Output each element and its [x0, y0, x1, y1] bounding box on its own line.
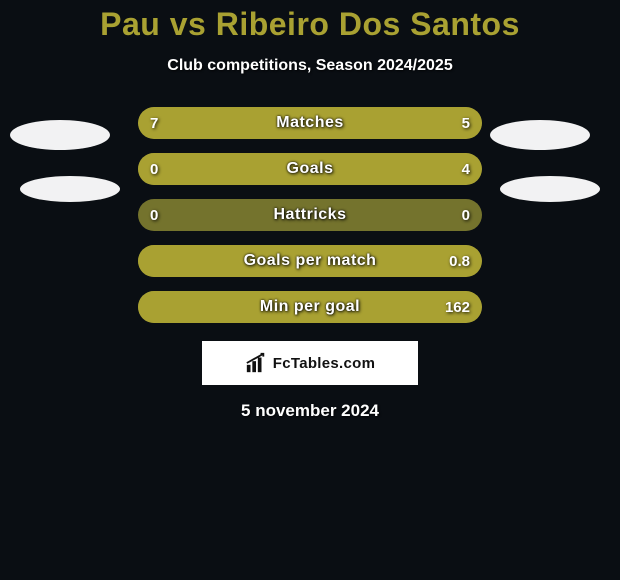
stat-row: Hattricks0 0 — [138, 199, 482, 231]
avatar-placeholder-left-2 — [20, 176, 120, 202]
stat-label: Min per goal — [138, 291, 482, 323]
stat-label: Goals — [138, 153, 482, 185]
stat-value-right: 4 — [462, 153, 470, 185]
stat-row: Min per goal162 — [138, 291, 482, 323]
stat-value-right: 162 — [445, 291, 470, 323]
stat-label: Hattricks — [138, 199, 482, 231]
subtitle: Club competitions, Season 2024/2025 — [0, 57, 620, 75]
stats-area: Matches75Goals04Hattricks00Goals per mat… — [0, 107, 620, 323]
stat-value-left: 0 — [150, 199, 158, 231]
stat-row: Goals per match0.8 — [138, 245, 482, 277]
brand-text: FcTables.com — [273, 355, 376, 372]
page-title: Pau vs Ribeiro Dos Santos — [0, 0, 620, 43]
stat-bars: Matches75Goals04Hattricks00Goals per mat… — [138, 107, 482, 323]
stat-value-left: 0 — [150, 153, 158, 185]
stat-label: Goals per match — [138, 245, 482, 277]
stat-value-right: 5 — [462, 107, 470, 139]
avatar-placeholder-right-2 — [500, 176, 600, 202]
date-text: 5 november 2024 — [0, 401, 620, 421]
stat-value-left: 7 — [150, 107, 158, 139]
brand-badge: FcTables.com — [202, 341, 418, 385]
stat-label: Matches — [138, 107, 482, 139]
bars-icon — [245, 352, 267, 374]
avatar-placeholder-left-1 — [10, 120, 110, 150]
stat-row: Goals0 4 — [138, 153, 482, 185]
stat-value-right: 0.8 — [449, 245, 470, 277]
avatar-placeholder-right-1 — [490, 120, 590, 150]
stat-row: Matches7 5 — [138, 107, 482, 139]
stat-value-right: 0 — [462, 199, 470, 231]
